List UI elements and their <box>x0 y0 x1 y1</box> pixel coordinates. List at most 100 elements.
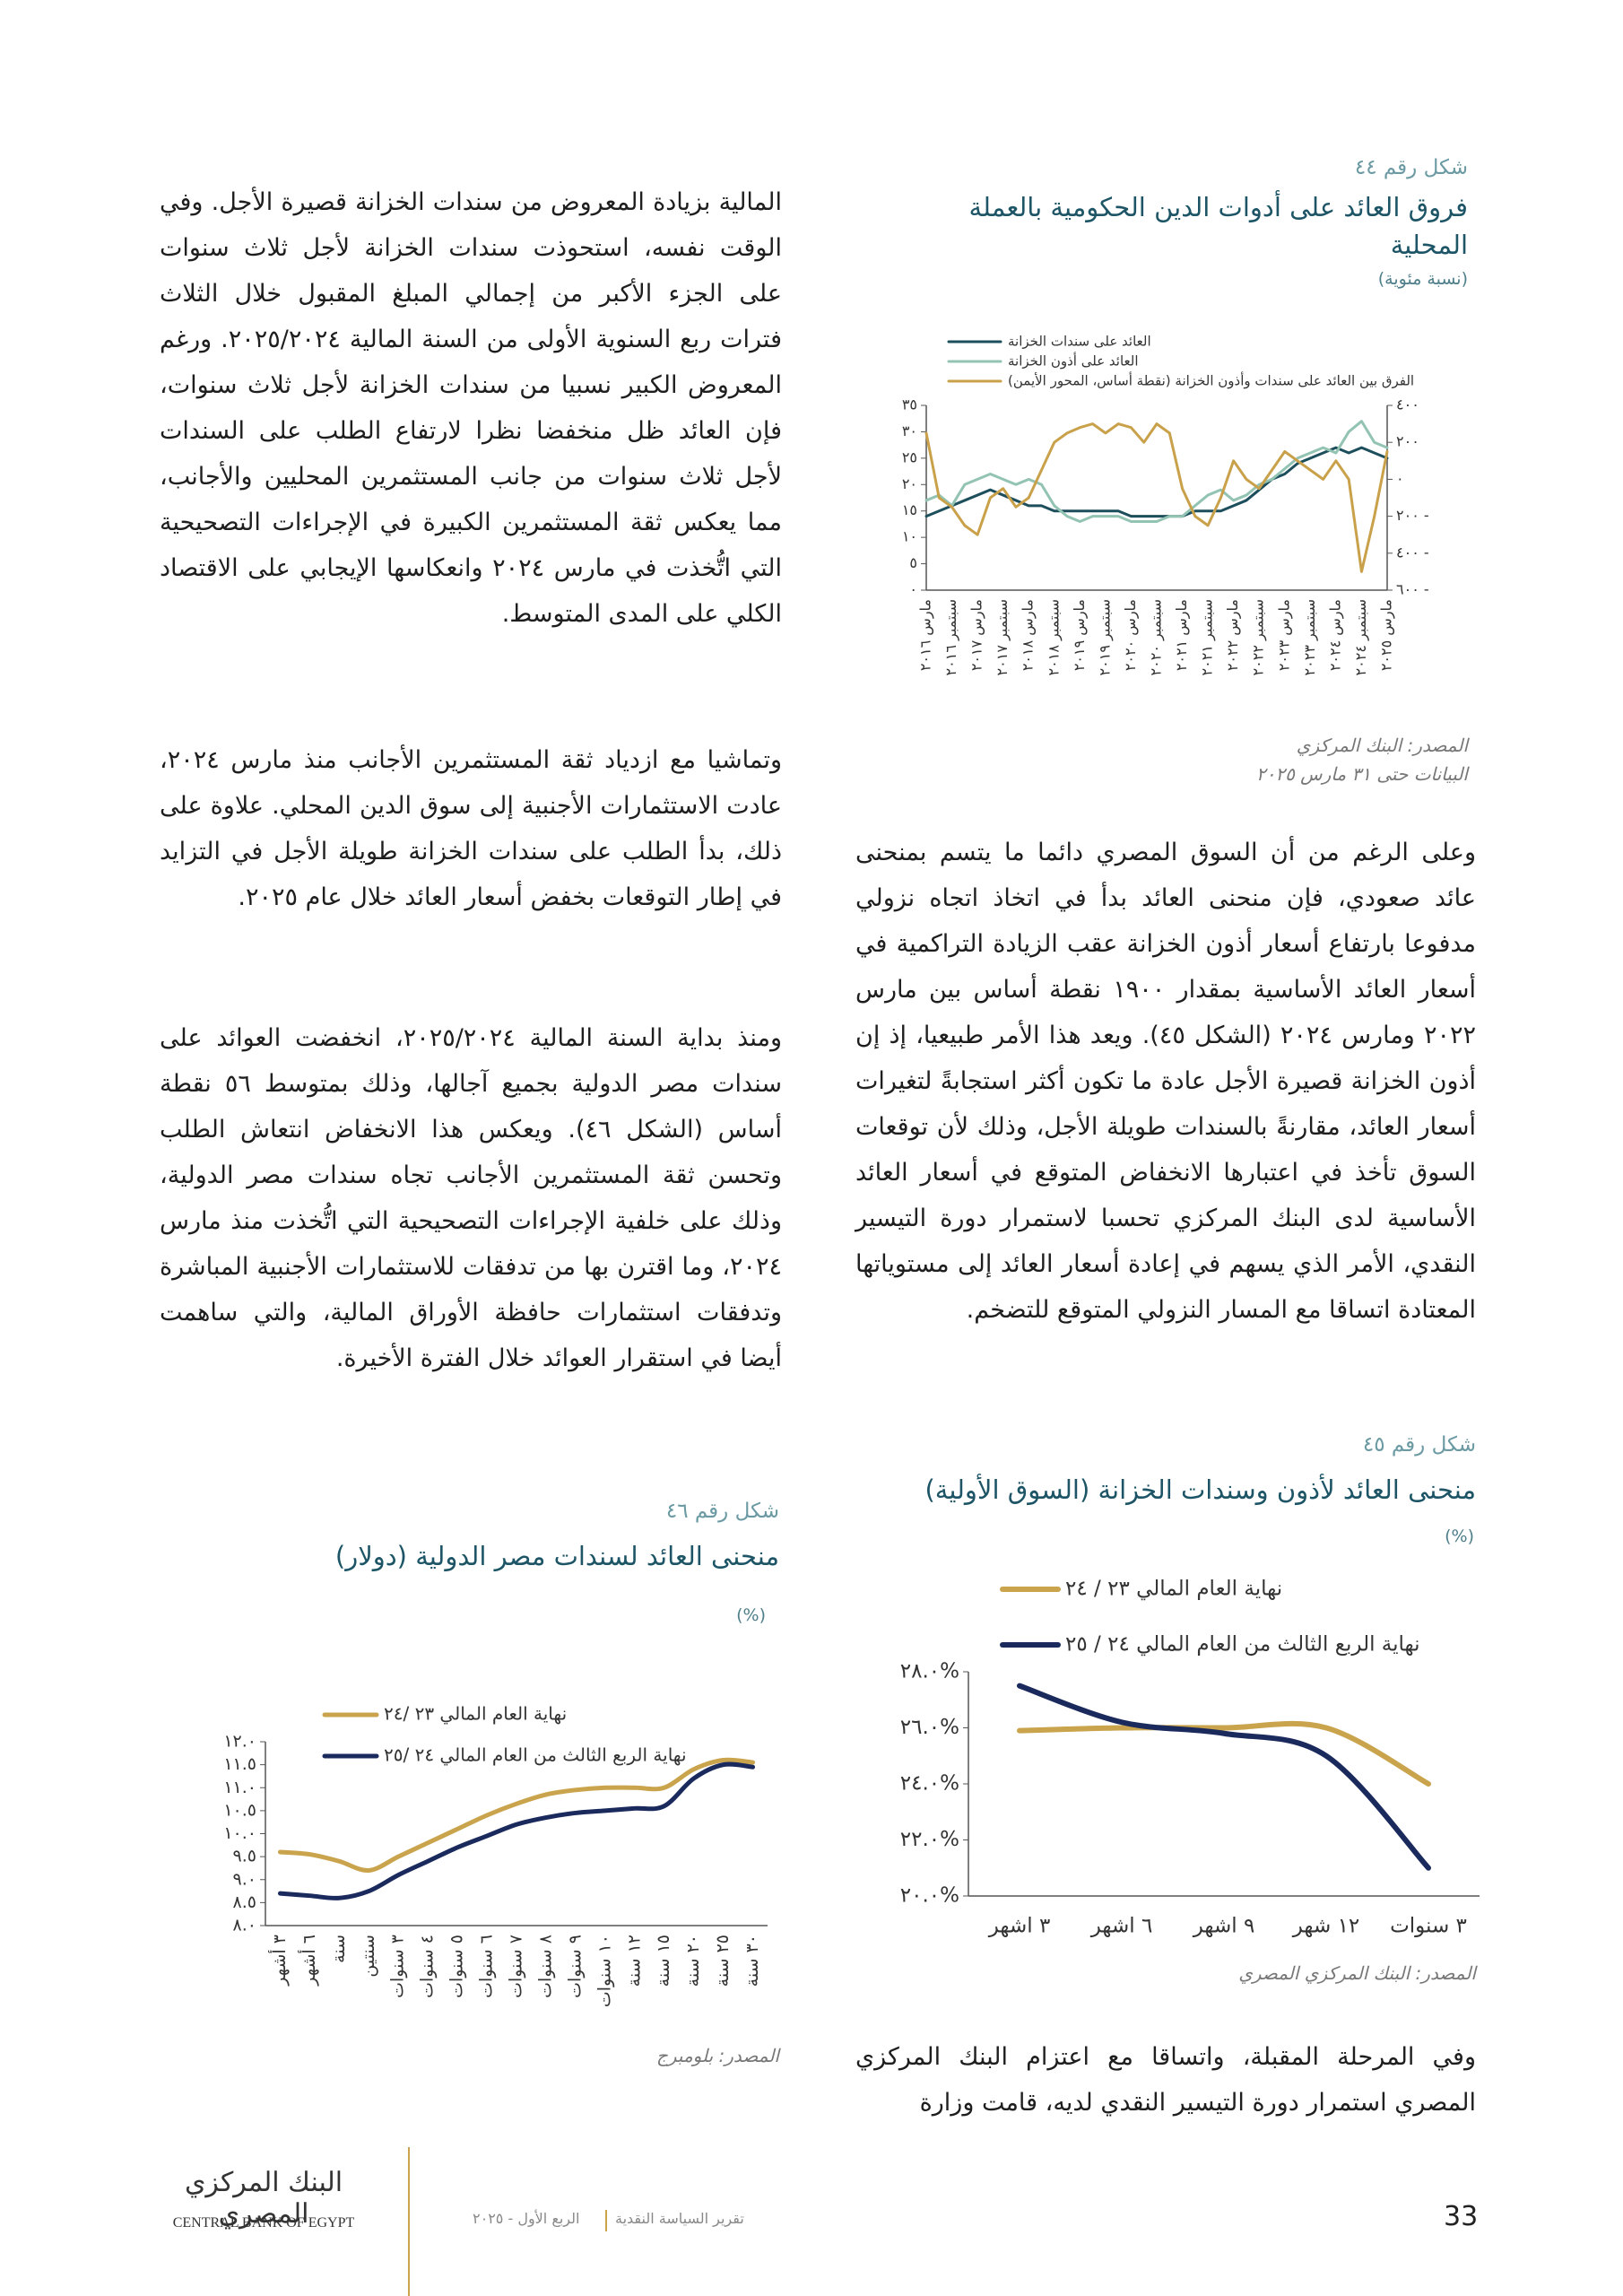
x-tick-label: ٤ سنوات <box>418 1935 438 1998</box>
figure-note: البيانات حتى ٣١ مارس ٢٠٢٥ <box>1255 763 1468 785</box>
figure-title: منحنى العائد لأذون وسندات الخزانة (السوق… <box>924 1474 1476 1505</box>
series-line <box>277 1761 756 1900</box>
legend-label: العائد على أذون الخزانة <box>1008 352 1139 370</box>
x-tick-label: ٦ سنوات <box>477 1935 497 1998</box>
y-tick-label: ٢٥ <box>902 448 917 465</box>
series-line <box>924 420 1389 523</box>
legend-label: نهاية الربع الثالث من العام المالي ٢٤ /٢… <box>384 1744 687 1767</box>
y-tick-label: ١٢.٠ <box>223 1732 256 1752</box>
x-tick-label: ٦ أشهر <box>298 1935 319 1987</box>
legend-label: نهاية العام المالي ٢٣ / ٢٤ <box>1065 1578 1282 1601</box>
y-tick-label: ١٥ <box>902 501 917 518</box>
y-tick-label: ١١.٥ <box>223 1754 256 1774</box>
figure-source: المصدر: البنك المركزي <box>1296 735 1468 756</box>
figure-unit: (نسبة مئوية) <box>1377 269 1468 289</box>
y-tick-label: ٣٠ <box>902 422 917 439</box>
logo-english: CENTRAL BANK OF EGYPT <box>172 2215 355 2231</box>
legend-label: العائد على سندات الخزانة <box>1008 334 1151 350</box>
x-tick-label: مارس ٢٠٢٤ <box>1326 599 1344 671</box>
x-tick-label: مارس ٢٠١٧ <box>968 599 986 671</box>
x-tick-label: ١٢ سنة <box>624 1935 644 1987</box>
x-tick-label: ٣ أشهر <box>268 1935 290 1987</box>
x-tick-label: مارس ٢٠٢٠ <box>1122 599 1140 671</box>
figure-source: المصدر: البنك المركزي المصري <box>1238 1962 1476 1984</box>
figure-unit: (%) <box>1445 1526 1474 1546</box>
footer-report: تقرير السياسة النقدية <box>615 2210 744 2227</box>
y-tick-label: ١٠.٠ <box>223 1823 256 1843</box>
x-tick-label: سبتمبر ٢٠٢٤ <box>1352 599 1370 675</box>
x-tick-label: ٣ سنوات <box>1390 1915 1467 1938</box>
y-tick-label: ١١.٠ <box>223 1778 256 1797</box>
y-tick-label: ٢٦.٠% <box>900 1716 959 1739</box>
figure-title: منحنى العائد لسندات مصر الدولية (دولار) <box>334 1541 779 1571</box>
x-tick-label: ٦ اشهر <box>1090 1915 1153 1938</box>
y2-tick-label: ٢٠٠ <box>1396 433 1419 450</box>
y2-tick-label: ٤٠٠ - <box>1396 544 1429 561</box>
figure-source: المصدر: بلومبرج <box>655 2045 779 2066</box>
x-tick-label: مارس ٢٠٢٢ <box>1224 599 1242 671</box>
y-tick-label: ٠ <box>909 581 917 598</box>
y-tick-label: ٥ <box>909 554 917 571</box>
x-tick-label: ٥ سنوات <box>447 1935 467 1998</box>
x-tick-label: سبتمبر ٢٠٢٢ <box>1250 599 1268 675</box>
y-tick-label: ٨.٥ <box>233 1892 256 1912</box>
y-tick-label: ٩.٠ <box>233 1869 256 1889</box>
x-tick-label: مارس ٢٠١٩ <box>1071 599 1089 671</box>
y-tick-label: ٢٤.٠% <box>900 1772 959 1796</box>
series-line <box>1017 1683 1431 1871</box>
y-tick-label: ١٠ <box>902 528 917 545</box>
x-tick-label: ٩ اشهر <box>1193 1915 1255 1938</box>
figure-label: شكل رقم ٤٦ <box>665 1500 779 1523</box>
series-line <box>924 422 1389 573</box>
x-tick-label: ٧ سنوات <box>507 1935 526 1998</box>
y-tick-label: ٩.٥ <box>233 1847 256 1866</box>
paragraph: ومنذ بداية السنة المالية ٢٠٢٥/٢٠٢٤، انخف… <box>160 1024 782 1372</box>
y-tick-label: ٢٢.٠% <box>900 1828 959 1851</box>
x-tick-label: ٣٠ سنة <box>742 1935 762 1987</box>
x-tick-label: ٨ سنوات <box>535 1935 555 1998</box>
x-tick-label: ٢٥ سنة <box>713 1935 733 1987</box>
y-tick-label: ٢٠.٠% <box>900 1884 959 1908</box>
y-tick-label: ٢٨.٠% <box>900 1660 959 1683</box>
x-tick-label: سبتمبر ٢٠١٨ <box>1045 599 1063 675</box>
x-tick-label: سبتمبر ٢٠٢١ <box>1199 599 1217 675</box>
x-tick-label: سبتمبر ٢٠١٩ <box>1096 599 1114 675</box>
x-tick-label: ٣ اشهر <box>988 1915 1051 1938</box>
x-tick-label: سبتمبر ٢٠١٦ <box>942 599 960 675</box>
legend-label: نهاية الربع الثالث من العام المالي ٢٤ / … <box>1065 1633 1420 1657</box>
page-number: 33 <box>1444 2201 1479 2232</box>
paragraph: وفي المرحلة المقبلة، واتساقا مع اعتزام ا… <box>855 2043 1476 2117</box>
y-tick-label: ٨.٠ <box>233 1916 256 1935</box>
figure-label: شكل رقم ٤٥ <box>1362 1433 1476 1457</box>
footer-quarter: الربع الأول - ٢٠٢٥ <box>473 2210 580 2227</box>
figure-label: شكل رقم ٤٤ <box>1354 156 1468 179</box>
series-line <box>277 1757 756 1874</box>
figure-title: فروق العائد على أدوات الدين الحكومية بال… <box>968 192 1468 260</box>
x-tick-label: ٩ سنوات <box>565 1935 585 1998</box>
x-tick-label: سنة <box>329 1935 349 1963</box>
x-tick-label: سبتمبر ٢٠١٧ <box>994 599 1011 675</box>
y-tick-label: ٣٥ <box>902 396 917 413</box>
x-tick-label: ٣ سنوات <box>388 1935 408 1998</box>
x-tick-label: مارس ٢٠١٨ <box>1020 599 1037 671</box>
figure-unit: (%) <box>736 1605 766 1625</box>
x-tick-label: سنتين <box>359 1935 378 1978</box>
legend-label: الفرق بين العائد على سندات وأذون الخزانة… <box>1008 372 1414 389</box>
x-tick-label: سبتمبر ٢٠٢٣ <box>1301 599 1319 675</box>
y2-tick-label: ٢٠٠ - <box>1396 507 1429 524</box>
y-tick-label: ١٠.٥ <box>223 1800 256 1820</box>
legend-label: نهاية العام المالي ٢٣ /٢٤ <box>384 1703 567 1726</box>
logo-arabic: البنك المركزي المصري <box>184 2167 343 2230</box>
x-tick-label: ٢٠ سنة <box>683 1935 703 1987</box>
x-tick-label: سبتمبر ٢٠٢٠ <box>1148 599 1166 675</box>
y2-tick-label: ٠ <box>1396 470 1404 487</box>
paragraph: وتماشيا مع ازدياد ثقة المستثمرين الأجانب… <box>160 746 782 911</box>
paragraph: المالية بزيادة المعروض من سندات الخزانة … <box>160 188 782 628</box>
x-tick-label: مارس ٢٠١٦ <box>917 599 935 671</box>
y2-tick-label: ٦٠٠ - <box>1396 581 1429 598</box>
paragraph: وعلى الرغم من أن السوق المصري دائما ما ي… <box>855 839 1477 1324</box>
x-tick-label: ١٥ سنة <box>654 1935 673 1987</box>
y-tick-label: ٢٠ <box>902 475 917 492</box>
series-line <box>924 446 1389 518</box>
